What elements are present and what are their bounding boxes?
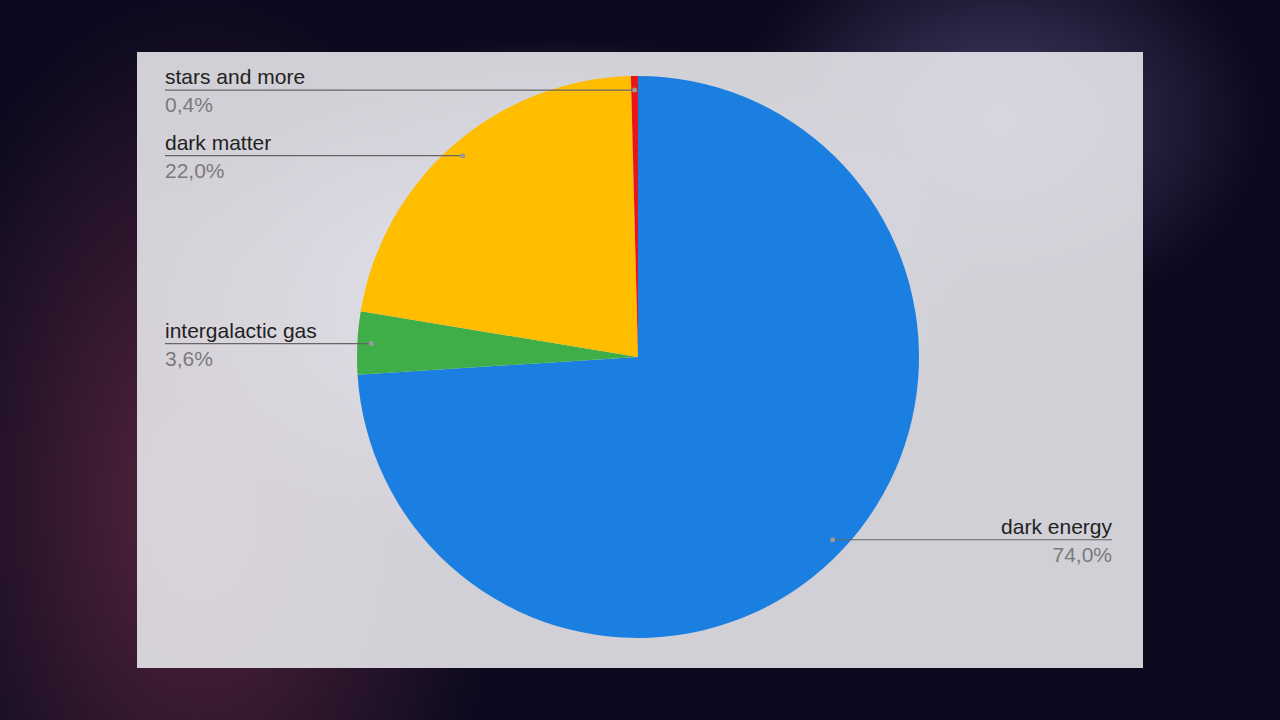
svg-text:0,4%: 0,4% — [165, 93, 213, 116]
svg-text:74,0%: 74,0% — [1052, 543, 1112, 566]
svg-text:intergalactic gas: intergalactic gas — [165, 319, 317, 342]
svg-text:dark matter: dark matter — [165, 131, 271, 154]
svg-text:3,6%: 3,6% — [165, 347, 213, 370]
svg-text:stars and more: stars and more — [165, 65, 305, 88]
svg-text:dark energy: dark energy — [1001, 515, 1112, 538]
svg-text:22,0%: 22,0% — [165, 159, 225, 182]
